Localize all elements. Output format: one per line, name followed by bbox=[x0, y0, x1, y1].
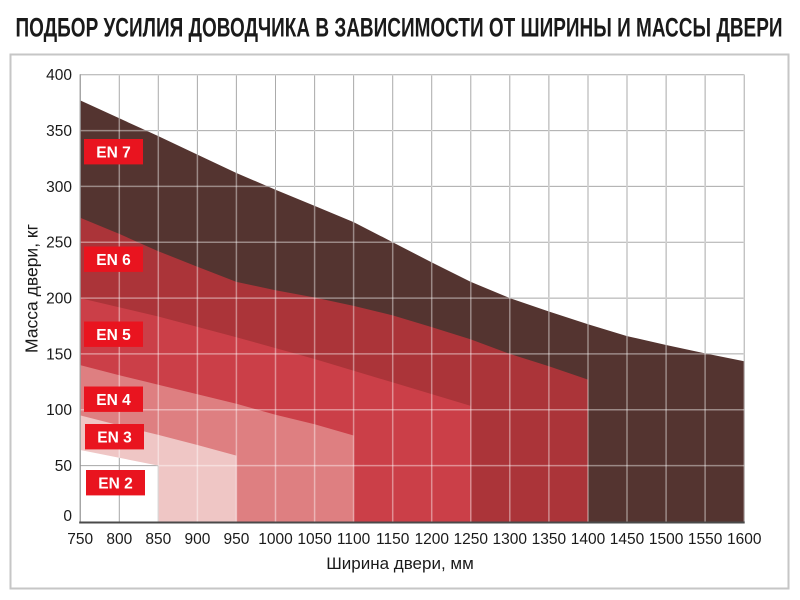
svg-text:Масса двери, кг: Масса двери, кг bbox=[22, 224, 42, 353]
svg-text:ПОДБОР УСИЛИЯ ДОВОДЧИКА В ЗАВИ: ПОДБОР УСИЛИЯ ДОВОДЧИКА В ЗАВИСИМОСТИ ОТ… bbox=[16, 12, 783, 42]
svg-text:1150: 1150 bbox=[376, 531, 410, 548]
svg-text:1300: 1300 bbox=[493, 531, 528, 548]
svg-text:1050: 1050 bbox=[297, 531, 332, 548]
svg-text:Ширина двери, мм: Ширина двери, мм bbox=[326, 554, 474, 573]
svg-text:400: 400 bbox=[46, 67, 72, 84]
svg-text:1600: 1600 bbox=[727, 531, 762, 548]
svg-text:EN 3: EN 3 bbox=[97, 429, 132, 446]
svg-text:0: 0 bbox=[63, 508, 72, 525]
svg-text:800: 800 bbox=[106, 531, 132, 548]
svg-text:EN 2: EN 2 bbox=[98, 475, 132, 492]
svg-text:EN 5: EN 5 bbox=[96, 327, 131, 344]
svg-text:100: 100 bbox=[46, 402, 72, 419]
svg-text:1250: 1250 bbox=[454, 531, 489, 548]
svg-text:950: 950 bbox=[223, 531, 249, 548]
svg-text:1500: 1500 bbox=[649, 531, 684, 548]
svg-text:300: 300 bbox=[46, 179, 72, 196]
svg-text:EN 7: EN 7 bbox=[96, 144, 130, 161]
svg-text:750: 750 bbox=[67, 531, 93, 548]
svg-text:200: 200 bbox=[46, 291, 72, 308]
svg-text:1100: 1100 bbox=[337, 531, 371, 548]
svg-text:1400: 1400 bbox=[571, 531, 606, 548]
svg-text:350: 350 bbox=[46, 123, 72, 140]
svg-text:1200: 1200 bbox=[414, 531, 449, 548]
svg-text:1550: 1550 bbox=[688, 531, 723, 548]
svg-text:850: 850 bbox=[145, 531, 171, 548]
svg-text:900: 900 bbox=[184, 531, 210, 548]
svg-text:1450: 1450 bbox=[610, 531, 645, 548]
svg-text:1350: 1350 bbox=[532, 531, 567, 548]
svg-text:1000: 1000 bbox=[258, 531, 293, 548]
svg-text:EN 6: EN 6 bbox=[96, 252, 131, 269]
svg-text:EN 4: EN 4 bbox=[96, 392, 131, 409]
svg-text:250: 250 bbox=[46, 235, 72, 252]
svg-text:50: 50 bbox=[55, 458, 73, 475]
svg-text:150: 150 bbox=[46, 346, 72, 363]
